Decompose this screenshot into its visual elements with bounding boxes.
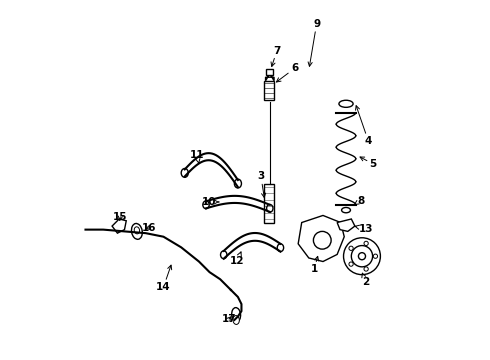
Ellipse shape [234, 179, 242, 188]
Ellipse shape [267, 204, 273, 212]
Text: 15: 15 [113, 212, 127, 222]
Polygon shape [298, 215, 344, 261]
Text: 4: 4 [356, 106, 372, 146]
Text: 1: 1 [311, 256, 319, 274]
Ellipse shape [181, 168, 188, 177]
Circle shape [373, 254, 378, 258]
Ellipse shape [342, 207, 350, 213]
Ellipse shape [277, 244, 284, 252]
Text: 13: 13 [355, 224, 373, 234]
Polygon shape [337, 219, 355, 231]
Text: 6: 6 [276, 63, 298, 82]
Circle shape [343, 238, 380, 275]
Polygon shape [112, 219, 126, 233]
Bar [265, 184, 274, 222]
Text: 5: 5 [360, 157, 377, 169]
Text: 8: 8 [354, 195, 364, 206]
Ellipse shape [203, 201, 209, 209]
Text: 2: 2 [362, 273, 369, 287]
Circle shape [364, 267, 368, 271]
Ellipse shape [220, 251, 227, 259]
Text: 12: 12 [230, 252, 245, 266]
Text: 10: 10 [201, 197, 219, 207]
Text: 7: 7 [271, 46, 281, 67]
Circle shape [358, 253, 366, 260]
Ellipse shape [232, 307, 241, 322]
Circle shape [349, 262, 353, 266]
Ellipse shape [134, 227, 140, 234]
Ellipse shape [233, 316, 239, 324]
Circle shape [351, 246, 372, 267]
Circle shape [349, 246, 353, 251]
Ellipse shape [131, 224, 142, 239]
Text: 11: 11 [190, 150, 204, 163]
Bar [266, 69, 273, 76]
Text: 9: 9 [308, 19, 320, 66]
Bar [265, 81, 274, 100]
Text: 3: 3 [257, 171, 266, 197]
Text: 16: 16 [141, 223, 156, 233]
Polygon shape [266, 74, 274, 81]
Ellipse shape [339, 100, 353, 107]
Circle shape [364, 241, 368, 246]
Text: 17: 17 [222, 314, 236, 324]
Text: 14: 14 [156, 265, 172, 292]
Circle shape [314, 231, 331, 249]
